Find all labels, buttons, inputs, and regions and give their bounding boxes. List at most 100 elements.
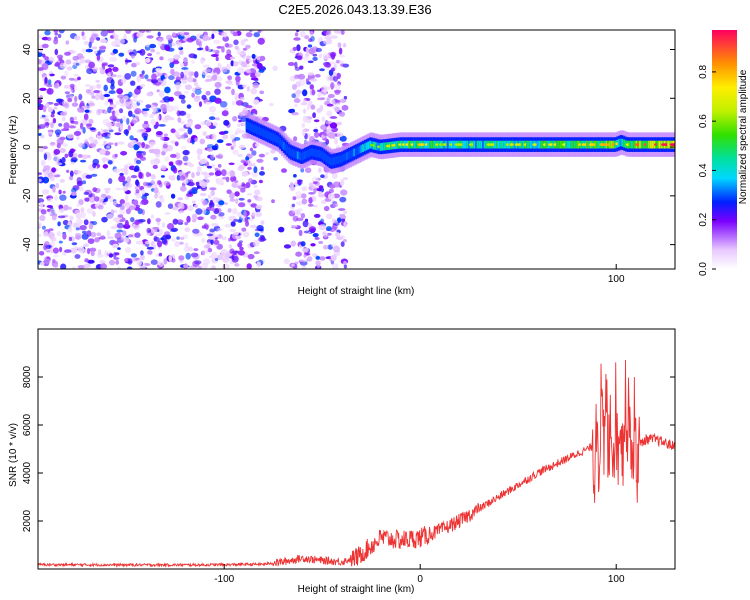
spectrogram-noise-cell (172, 167, 178, 174)
spectrogram-noise-cell (194, 88, 202, 95)
spectrogram-noise-cell (211, 30, 218, 34)
spectrogram-noise-cell (88, 41, 92, 48)
spectrogram-noise-cell (296, 30, 300, 33)
spectrogram-noise-cell (134, 108, 142, 115)
spectrogram-noise-cell (120, 235, 125, 241)
spectrogram-noise-cell (231, 100, 236, 106)
snr-frame (37, 328, 676, 570)
spectrogram-noise-cell (302, 98, 308, 106)
spectrogram-noise-cell (232, 208, 238, 215)
spectrogram-noise-cell (201, 238, 206, 243)
spectrogram-noise-cell (178, 203, 185, 210)
spectrogram-noise-cell (109, 56, 117, 62)
spectrogram-noise-cell (211, 33, 215, 40)
spectrogram-noise-cell (251, 211, 257, 217)
spectrogram-noise-cell (302, 55, 310, 61)
spectrogram-noise-cell (207, 194, 212, 199)
spectrogram-noise-cell (156, 72, 163, 77)
colorbar: 0.0 0.2 0.4 0.6 0.8 Normalized spectral ampl… (698, 30, 749, 276)
spectrogram-noise-cell (108, 178, 113, 184)
spectrogram-noise-cell (96, 37, 101, 41)
spectrogram-noise-cell (233, 39, 239, 46)
spectrogram-noise-cell (152, 164, 158, 169)
spectrogram-noise-cell (247, 166, 252, 170)
spectrogram-noise-cell (115, 100, 121, 106)
spectrogram-noise-cell (251, 150, 257, 156)
spectrogram-noise-cell (247, 218, 254, 222)
spectrogram-noise-cell (85, 174, 93, 179)
spectrogram-noise-cell (54, 129, 62, 135)
spectrogram-noise-cell (80, 57, 85, 64)
spectrogram-noise-cell (38, 198, 45, 204)
spectrogram-noise-cell (153, 236, 160, 242)
spectrogram-noise-cell (161, 151, 166, 156)
spectrogram-noise-cell (112, 243, 119, 249)
spectrogram-noise-cell (206, 233, 214, 237)
spectrogram-noise-cell (121, 203, 129, 206)
spectrogram-noise-cell (62, 190, 66, 194)
spectrogram-noise-cell (217, 30, 223, 33)
spectrogram-noise-cell (166, 34, 172, 41)
spectrogram-noise-cell (222, 263, 230, 269)
spectrogram-noise-cell (117, 94, 125, 99)
spectrogram-noise-cell (332, 263, 339, 269)
spectrogram-noise-cell (69, 215, 74, 221)
spectrogram-noise-cell (51, 215, 57, 221)
spectrogram-noise-cell (243, 210, 247, 218)
spectrogram-noise-cell (176, 219, 184, 224)
spectrogram-noise-cell (123, 95, 129, 101)
spectrogram-noise-cell (38, 234, 42, 237)
spectrogram-noise-cell (40, 159, 46, 167)
spectrogram-noise-cell (127, 258, 133, 265)
spectrogram-noise-cell (308, 197, 313, 204)
spectrogram-noise-cell (139, 48, 146, 56)
spectrogram-noise-cell (96, 54, 101, 61)
spectrogram-noise-cell (214, 88, 221, 95)
spectrogram-noise-cell (166, 223, 175, 230)
spectrogram-noise-cell (172, 206, 179, 211)
spectrogram-noise-cell (55, 162, 63, 166)
spectrogram-noise-cell (278, 226, 285, 233)
spectrogram-noise-cell (205, 68, 212, 73)
spectrogram-noise-cell (129, 135, 134, 141)
spectrogram-noise-cell (88, 222, 94, 230)
spectrogram-noise-cell (113, 200, 117, 206)
spectrogram-noise-cell (38, 51, 43, 57)
spectrogram-noise-cell (193, 96, 201, 102)
spectrogram-noise-cell (315, 255, 321, 260)
spectrogram-noise-cell (57, 221, 61, 227)
spectrogram-noise-cell (62, 143, 68, 147)
spectrogram-noise-cell (327, 232, 332, 236)
spectrogram-noise-cell (44, 56, 49, 61)
spectrogram-noise-cell (72, 55, 79, 61)
spectrogram-noise-cell (83, 243, 89, 248)
spectrogram-noise-cell (258, 69, 265, 73)
spectrogram-noise-cell (54, 195, 58, 201)
spectrogram-noise-cell (39, 201, 44, 208)
spectrogram-noise-cell (191, 213, 198, 220)
spectrogram-noise-cell (248, 59, 253, 63)
spectrogram-noise-cell (110, 209, 115, 216)
spectrogram-noise-cell (254, 232, 260, 238)
spectrogram-noise-cell (197, 265, 202, 269)
spectrogram-noise-cell (241, 227, 247, 232)
spectrogram-noise-cell (128, 110, 133, 117)
spectrogram-noise-cell (192, 228, 200, 234)
spectrogram-noise-cell (253, 32, 260, 38)
spectrogram-noise-cell (135, 240, 144, 245)
spectrogram-noise-cell (126, 117, 130, 125)
spectrogram-noise-cell (42, 53, 46, 58)
spectrogram-noise-cell (163, 133, 168, 137)
spectrogram-noise-cell (54, 32, 59, 36)
spectrogram-noise-cell (209, 199, 214, 206)
spectrogram-noise-cell (130, 253, 137, 258)
snr-ytick-label: 6000 (22, 413, 33, 436)
spectrogram-ytick-label: 20 (22, 92, 33, 104)
spectrogram-noise-cell (273, 157, 278, 161)
spectrogram-noise-cell (333, 245, 341, 253)
spectrogram-noise-cell (172, 71, 180, 77)
spectrogram-noise-cell (193, 248, 199, 252)
spectrogram-noise-cell (126, 176, 132, 184)
spectrogram-noise-cell (163, 96, 171, 103)
spectrogram-noise-cell (330, 35, 338, 39)
